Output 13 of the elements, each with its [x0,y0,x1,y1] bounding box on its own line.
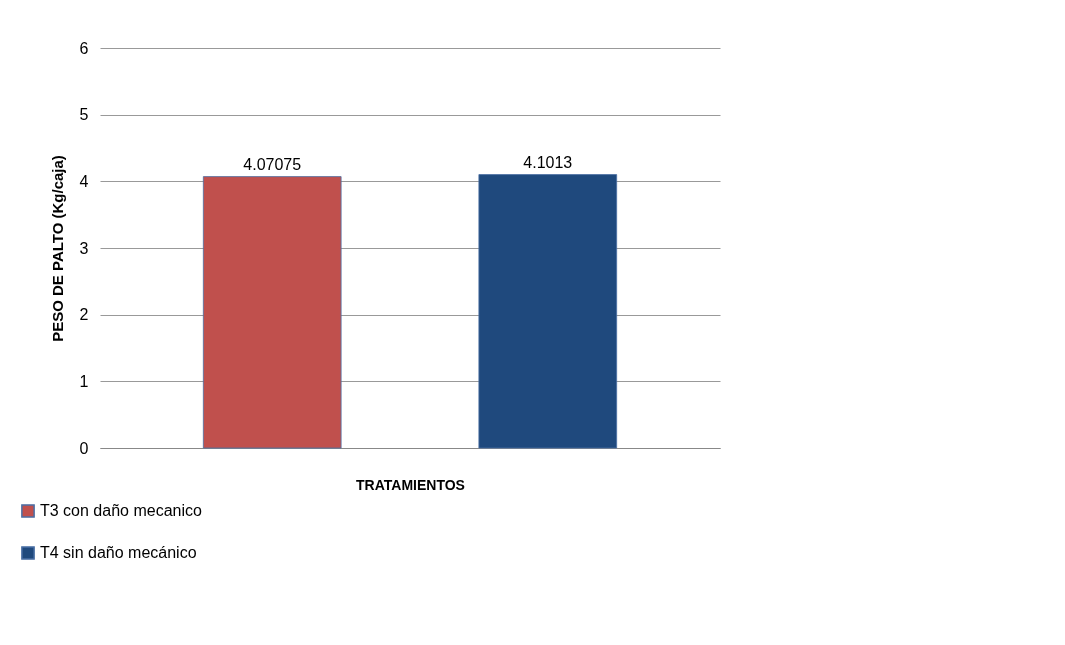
y-tick-label: 4 [79,172,89,190]
x-axis-title: TRATAMIENTOS [356,476,465,493]
legend-label: T4 sin daño mecánico [40,544,197,561]
y-tick-label: 6 [79,39,89,57]
y-axis-title: PESO DE PALTO (Kg/caja) [48,155,66,342]
data-label: 4.07075 [243,155,302,173]
y-tick-label: 2 [79,306,89,324]
legend-label: T3 con daño mecanico [40,502,202,519]
y-tick-label: 0 [79,439,89,457]
y-tick-label: 1 [79,372,89,390]
y-tick-label: 5 [79,106,89,124]
y-tick-label: 3 [79,239,89,257]
data-label: 4.1013 [523,153,573,171]
